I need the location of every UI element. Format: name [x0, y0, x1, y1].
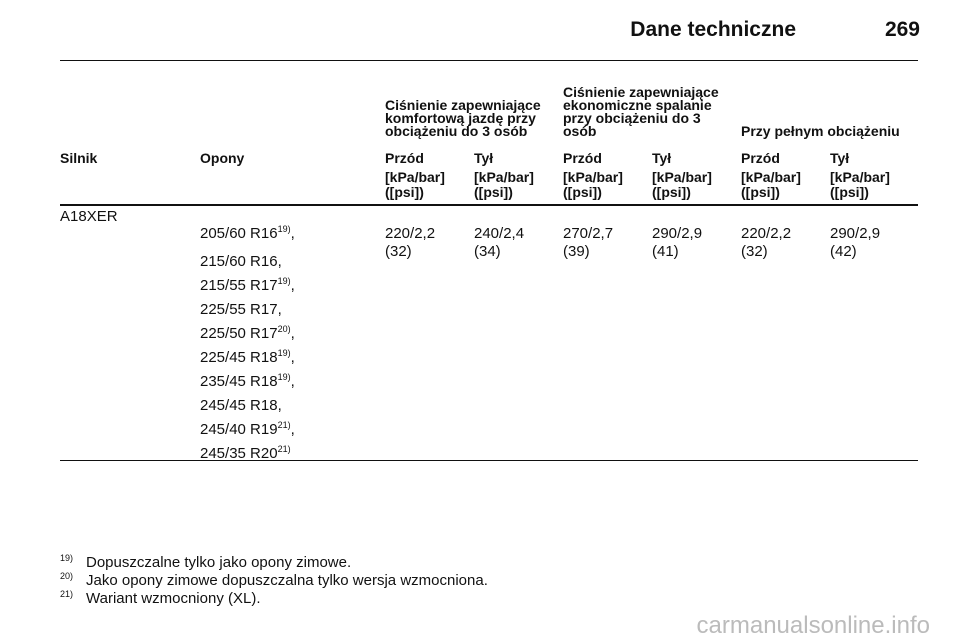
pressure: (39)	[563, 243, 590, 260]
footnote-mark: 19)	[60, 553, 74, 563]
tire-size: 215/55 R17	[200, 277, 278, 294]
group-box: Ciśnienie zapewniające komfortową jazdę …	[385, 60, 555, 138]
column-header: Tył	[474, 150, 494, 166]
tire: 245/45 R18,	[200, 398, 282, 414]
rule	[60, 460, 918, 461]
tire-size: 225/45 R18	[200, 349, 278, 366]
punct: ,	[290, 225, 295, 242]
tire: 245/35 R2021)	[200, 444, 291, 462]
footnote-text: Jako opony zimowe dopuszczalna tylko wer…	[86, 572, 488, 589]
punct: ,	[290, 421, 295, 438]
column-header: Silnik	[60, 150, 98, 166]
tire: 225/55 R17,	[200, 302, 282, 318]
tire-size: 205/60 R16	[200, 225, 278, 242]
tire-size: 245/45 R18,	[200, 397, 282, 414]
group-box: Ciśnienie zapewniające ekonomiczne spala…	[563, 60, 733, 138]
group-header: Ciśnienie zapewniające komfortową jazdę …	[385, 97, 541, 139]
pressure: 220/2,2	[741, 225, 792, 242]
footnote-text: Wariant wzmocniony (XL).	[86, 590, 261, 607]
punct: ,	[290, 277, 295, 294]
page-number: 269	[884, 18, 920, 41]
footnote-mark: 21)	[60, 589, 74, 599]
unit-header: [kPa/bar] ([psi])	[830, 169, 890, 200]
watermark: carmanualsonline.info	[696, 612, 930, 639]
footnote-ref: 19)	[277, 348, 291, 358]
tire-size: 245/40 R19	[200, 421, 278, 438]
group-box: Przy pełnym obciążeniu	[741, 60, 921, 138]
punct: ,	[290, 373, 295, 390]
tire: 215/60 R16,	[200, 254, 282, 270]
pressure: 290/2,9	[830, 225, 881, 242]
column-header: Tył	[830, 150, 850, 166]
unit-header: [kPa/bar] ([psi])	[563, 169, 623, 200]
column-header: Przód	[385, 150, 424, 166]
pressure: 240/2,4	[474, 225, 525, 242]
unit-header: [kPa/bar] ([psi])	[474, 169, 534, 200]
header-title: Dane techniczne	[630, 18, 796, 41]
punct: ,	[290, 349, 295, 366]
pressure: (41)	[652, 243, 679, 260]
footnote-ref: 21)	[277, 444, 291, 454]
engine: A18XER	[60, 208, 118, 225]
pressure: (42)	[830, 243, 857, 260]
footnote-ref: 21)	[277, 420, 291, 430]
pressure: 270/2,7	[563, 225, 614, 242]
pressure: (32)	[385, 243, 412, 260]
column-header: Przód	[563, 150, 602, 166]
column-header: Przód	[741, 150, 780, 166]
tire: 225/50 R1720),	[200, 324, 295, 342]
tire: 235/45 R1819),	[200, 372, 295, 390]
group-header: Ciśnienie zapewniające ekonomiczne spala…	[563, 84, 719, 139]
rule	[60, 204, 918, 206]
footnote-ref: 19)	[277, 372, 291, 382]
footnote-mark: 20)	[60, 571, 74, 581]
group-header: Przy pełnym obciążeniu	[741, 123, 900, 139]
punct: ,	[290, 325, 295, 342]
pressure: 290/2,9	[652, 225, 703, 242]
unit-header: [kPa/bar] ([psi])	[385, 169, 445, 200]
column-header: Tył	[652, 150, 672, 166]
footnote-text: Dopuszczalne tylko jako opony zimowe.	[86, 554, 352, 571]
footnote-ref: 19)	[277, 224, 291, 234]
tire: 215/55 R1719),	[200, 276, 295, 294]
tire-size: 225/55 R17,	[200, 301, 282, 318]
column-header: Opony	[200, 150, 245, 166]
rule	[60, 60, 918, 61]
pressure: (34)	[474, 243, 501, 260]
pressure: (32)	[741, 243, 768, 260]
footnote-ref: 19)	[277, 276, 291, 286]
tire-size: 235/45 R18	[200, 373, 278, 390]
tire: 205/60 R1619),	[200, 224, 295, 242]
tire-size: 215/60 R16,	[200, 253, 282, 270]
unit-header: [kPa/bar] ([psi])	[652, 169, 712, 200]
unit-header: [kPa/bar] ([psi])	[741, 169, 801, 200]
tire: 245/40 R1921),	[200, 420, 295, 438]
footnote-ref: 20)	[277, 324, 291, 334]
tire: 225/45 R1819),	[200, 348, 295, 366]
tire-size: 245/35 R20	[200, 445, 278, 462]
pressure: 220/2,2	[385, 225, 436, 242]
tire-size: 225/50 R17	[200, 325, 278, 342]
